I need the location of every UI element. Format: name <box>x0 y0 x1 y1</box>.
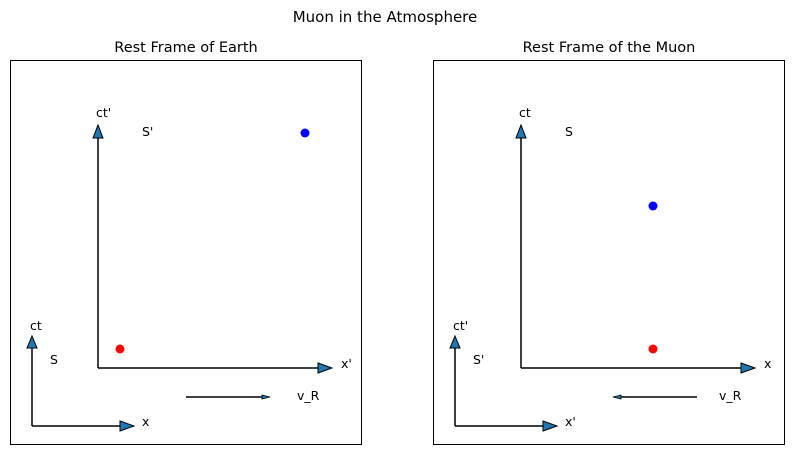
velocity-arrowhead <box>612 394 622 400</box>
velocity-arrow: v_R <box>612 388 742 403</box>
event-red-dot <box>648 344 658 354</box>
inner-axes: ct x S <box>515 105 771 374</box>
inner-space-arrowhead <box>740 362 757 374</box>
outer-axes: ct' x' S' <box>449 318 576 432</box>
inner-time-arrowhead <box>515 123 527 139</box>
panel-earth-frame: Rest Frame of Earth ct x S ct' x' S' v_R <box>10 40 362 445</box>
inner-frame-label: S' <box>142 124 153 139</box>
panel-frame <box>10 60 362 445</box>
panel-title: Rest Frame of Earth <box>114 40 257 56</box>
inner-axes: ct' x' S' <box>92 105 352 374</box>
velocity-arrowhead <box>261 394 271 400</box>
event-blue-dot <box>300 128 310 138</box>
outer-time-arrowhead <box>449 334 461 349</box>
outer-space-label: x' <box>565 414 576 429</box>
panel-frame <box>433 60 785 445</box>
figure-title: Muon in the Atmosphere <box>293 8 478 26</box>
outer-axes: ct x S <box>26 318 149 432</box>
velocity-label: v_R <box>719 388 742 403</box>
velocity-arrow: v_R <box>186 388 320 403</box>
event-red-dot <box>115 344 125 354</box>
outer-space-label: x <box>142 414 149 429</box>
outer-time-label: ct <box>30 318 42 333</box>
panel-title: Rest Frame of the Muon <box>523 40 696 56</box>
outer-space-arrowhead <box>119 420 136 432</box>
inner-time-label: ct <box>519 105 531 120</box>
outer-frame-label: S' <box>473 352 484 367</box>
velocity-label: v_R <box>297 388 320 403</box>
inner-space-label: x' <box>341 356 352 371</box>
inner-space-arrowhead <box>317 362 334 374</box>
inner-time-label: ct' <box>96 105 111 120</box>
outer-frame-label: S <box>50 352 58 367</box>
inner-time-arrowhead <box>92 123 104 139</box>
event-blue-dot <box>648 201 658 211</box>
outer-time-arrowhead <box>26 334 38 349</box>
outer-space-arrowhead <box>542 420 559 432</box>
inner-space-label: x <box>764 356 771 371</box>
inner-frame-label: S <box>565 124 573 139</box>
outer-time-label: ct' <box>453 318 468 333</box>
panel-muon-frame: Rest Frame of the Muon ct' x' S' ct x S <box>433 40 785 445</box>
